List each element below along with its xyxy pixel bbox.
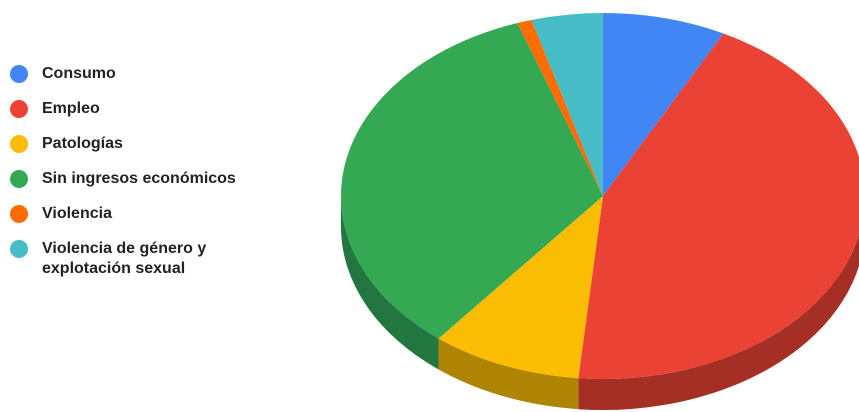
- pie-side-sin-ingresos-economicos: [341, 196, 439, 370]
- pie-side-empleo: [578, 234, 859, 410]
- legend-label: Patologías: [42, 135, 123, 152]
- legend-item-consumo[interactable]: Consumo: [10, 64, 310, 84]
- legend-swatch-icon: [10, 240, 28, 258]
- legend-label: Violencia: [42, 205, 112, 222]
- legend-item-violencia-genero[interactable]: Violencia de género y explotación sexual: [10, 239, 310, 279]
- pie-slices: [341, 13, 859, 379]
- pie-slice-sin-ingresos-economicos[interactable]: [341, 23, 603, 339]
- pie-slice-violencia[interactable]: [517, 19, 603, 196]
- pie-slice-empleo[interactable]: [578, 33, 859, 379]
- legend-item-sin-ingresos[interactable]: Sin ingresos económicos: [10, 169, 310, 189]
- legend-swatch-icon: [10, 65, 28, 83]
- legend-swatch-icon: [10, 100, 28, 118]
- legend-swatch-icon: [10, 205, 28, 223]
- pie-side-walls: [341, 196, 859, 410]
- legend-label: Consumo: [42, 65, 116, 82]
- pie-slice-consumo[interactable]: [603, 13, 724, 196]
- legend-swatch-icon: [10, 135, 28, 153]
- legend-label: Sin ingresos económicos: [42, 170, 236, 187]
- legend-label: Empleo: [42, 100, 100, 117]
- pie-slice-patologias[interactable]: [438, 196, 603, 379]
- pie-slice-violencia-de-genero-y-explotacion-sexual[interactable]: [531, 13, 603, 196]
- legend-label: Violencia de género y explotación sexual: [42, 240, 207, 277]
- legend-swatch-icon: [10, 170, 28, 188]
- pie-side-patologias: [438, 338, 579, 410]
- legend-item-patologias[interactable]: Patologías: [10, 134, 310, 154]
- legend-item-violencia[interactable]: Violencia: [10, 204, 310, 224]
- legend-item-empleo[interactable]: Empleo: [10, 99, 310, 119]
- chart-legend: Consumo Empleo Patologías Sin ingresos e…: [10, 64, 310, 294]
